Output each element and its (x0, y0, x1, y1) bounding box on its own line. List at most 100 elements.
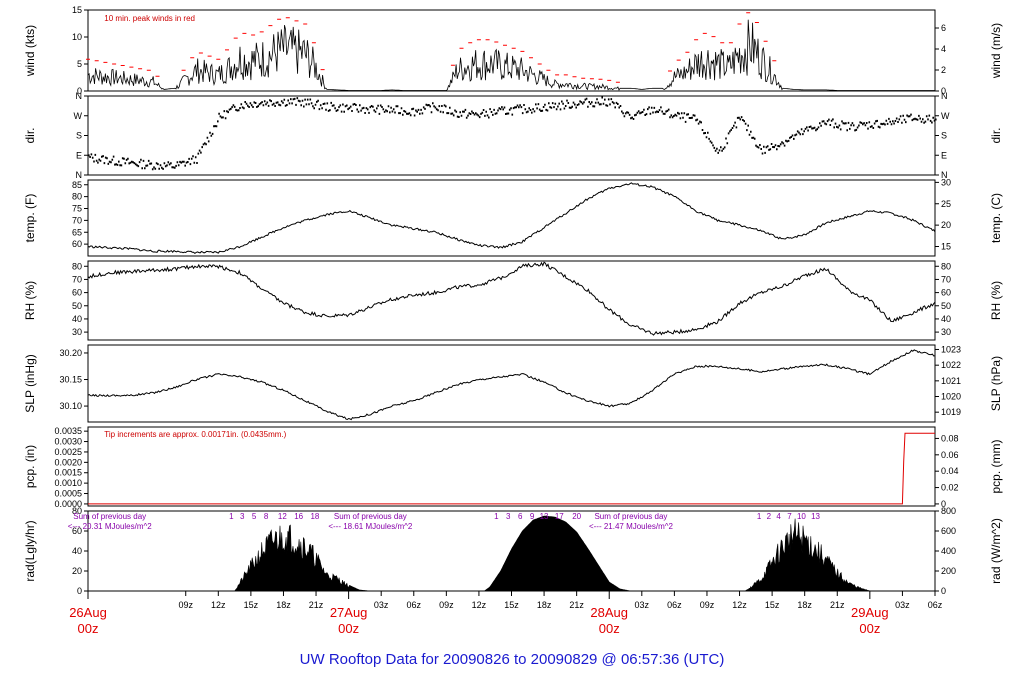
temp-right-tick-label: 15 (941, 242, 951, 252)
x-date-time: 00z (599, 621, 620, 636)
rad-hour-mark: 3 (240, 512, 245, 521)
slp-right-tick-label: 1022 (941, 360, 961, 370)
rad-hour-mark: 18 (310, 512, 319, 521)
rad-hour-mark: 1 (494, 512, 499, 521)
wind-peak-marks (86, 12, 777, 83)
wind-left-tick-label: 10 (72, 32, 82, 42)
x-date-label: 28Aug (590, 605, 628, 620)
dir-right-tick-label: N (941, 91, 948, 101)
x-hour-label: 12z (211, 600, 226, 610)
rad-right-tick-label: 400 (941, 546, 956, 556)
wind-annotation: 10 min. peak winds in red (104, 14, 195, 23)
wind-panel-frame (87, 9, 936, 92)
dir-left-tick-label: E (76, 150, 82, 160)
pcp-left-tick-label: 0.0015 (54, 468, 82, 478)
rad-ylabel-right: rad (W/m^2) (989, 518, 1003, 584)
rh-left-tick-label: 80 (72, 261, 82, 271)
x-hour-label: 15z (765, 600, 780, 610)
x-hour-label: 06z (928, 600, 943, 610)
pcp-left-tick-label: 0.0000 (54, 499, 82, 509)
dir-ylabel-right: dir. (989, 127, 1003, 143)
rh-panel-frame (87, 260, 936, 341)
dir-left-tick-label: W (74, 111, 83, 121)
dir-series-points (88, 96, 937, 171)
x-hour-label: 12z (732, 600, 747, 610)
rad-right-tick-label: 0 (941, 586, 946, 596)
slp-right-tick-label: 1019 (941, 407, 961, 417)
x-date-time: 00z (338, 621, 359, 636)
temp-right-tick-label: 30 (941, 177, 951, 187)
rad-day-sum-title: Sum of previous day (334, 512, 407, 521)
rad-left-tick-label: 80 (72, 506, 82, 516)
pcp-right-tick-label: 0.04 (941, 466, 959, 476)
dir-right-tick-label: W (941, 111, 950, 121)
x-hour-label: 21z (309, 600, 324, 610)
temp-ylabel: temp. (F) (23, 194, 37, 243)
temp-right-tick-label: 20 (941, 220, 951, 230)
rad-hour-mark: 16 (294, 512, 303, 521)
slp-panel-frame (87, 344, 936, 423)
rad-right-tick-label: 800 (941, 506, 956, 516)
slp-right-tick-label: 1020 (941, 392, 961, 402)
wind-ylabel: wind (kts) (23, 25, 37, 77)
temp-left-tick-label: 75 (72, 204, 82, 214)
pcp-left-tick-label: 0.0010 (54, 478, 82, 488)
rad-hour-mark: 9 (530, 512, 535, 521)
temp-panel-frame (87, 179, 936, 257)
rad-hour-mark: 3 (506, 512, 511, 521)
rad-hour-mark: 20 (572, 512, 581, 521)
rh-right-tick-label: 80 (941, 261, 951, 271)
wind-left-tick-label: 15 (72, 5, 82, 15)
slp-left-tick-label: 30.20 (59, 348, 82, 358)
wind-left-tick-label: 0 (77, 86, 82, 96)
x-date-label: 29Aug (851, 605, 889, 620)
rad-ylabel: rad(Lgly/hr) (23, 520, 37, 581)
x-date-time: 00z (859, 621, 880, 636)
rh-left-tick-label: 50 (72, 301, 82, 311)
rh-ylabel: RH (%) (23, 281, 37, 320)
rad-hour-mark: 2 (767, 512, 772, 521)
x-hour-label: 06z (407, 600, 422, 610)
dir-left-tick-label: S (76, 131, 82, 141)
rad-series-area (88, 515, 935, 592)
pcp-right-tick-label: 0.02 (941, 483, 959, 493)
rad-hour-mark: 1 (757, 512, 762, 521)
pcp-left-tick-label: 0.0030 (54, 437, 82, 447)
slp-left-tick-label: 30.15 (59, 375, 82, 385)
x-hour-label: 21z (830, 600, 845, 610)
rh-ylabel-right: RH (%) (989, 281, 1003, 320)
rad-hour-mark: 12 (278, 512, 287, 521)
pcp-panel-frame (87, 426, 936, 507)
x-hour-label: 15z (244, 600, 259, 610)
slp-right-tick-label: 1021 (941, 376, 961, 386)
rad-day-sum-value: <--- 21.47 MJoules/m^2 (589, 522, 674, 531)
pcp-right-tick-label: 0.08 (941, 433, 959, 443)
rh-left-tick-label: 60 (72, 288, 82, 298)
rh-right-tick-label: 40 (941, 314, 951, 324)
wind-right-tick-label: 4 (941, 44, 946, 54)
x-hour-label: 03z (374, 600, 389, 610)
pcp-left-tick-label: 0.0025 (54, 447, 82, 457)
rad-left-tick-label: 40 (72, 546, 82, 556)
rad-hour-mark: 5 (252, 512, 257, 521)
rad-left-tick-label: 0 (77, 586, 82, 596)
x-hour-label: 09z (439, 600, 454, 610)
rad-hour-mark: 4 (776, 512, 781, 521)
dir-left-tick-label: N (76, 170, 83, 180)
wind-ylabel-right: wind (m/s) (989, 23, 1003, 79)
dir-left-tick-label: N (76, 91, 83, 101)
rh-series-line (87, 261, 936, 336)
x-hour-label: 09z (178, 600, 193, 610)
rad-hour-mark: 13 (811, 512, 820, 521)
x-hour-label: 12z (472, 600, 487, 610)
slp-right-tick-label: 1023 (941, 344, 961, 354)
dir-ylabel: dir. (23, 127, 37, 143)
x-hour-label: 21z (569, 600, 584, 610)
rad-hour-mark: 17 (555, 512, 564, 521)
x-hour-label: 03z (895, 600, 910, 610)
rad-day-sum-title: Sum of previous day (73, 512, 146, 521)
rh-left-tick-label: 30 (72, 327, 82, 337)
wind-right-tick-label: 0 (941, 86, 946, 96)
rh-right-tick-label: 50 (941, 301, 951, 311)
